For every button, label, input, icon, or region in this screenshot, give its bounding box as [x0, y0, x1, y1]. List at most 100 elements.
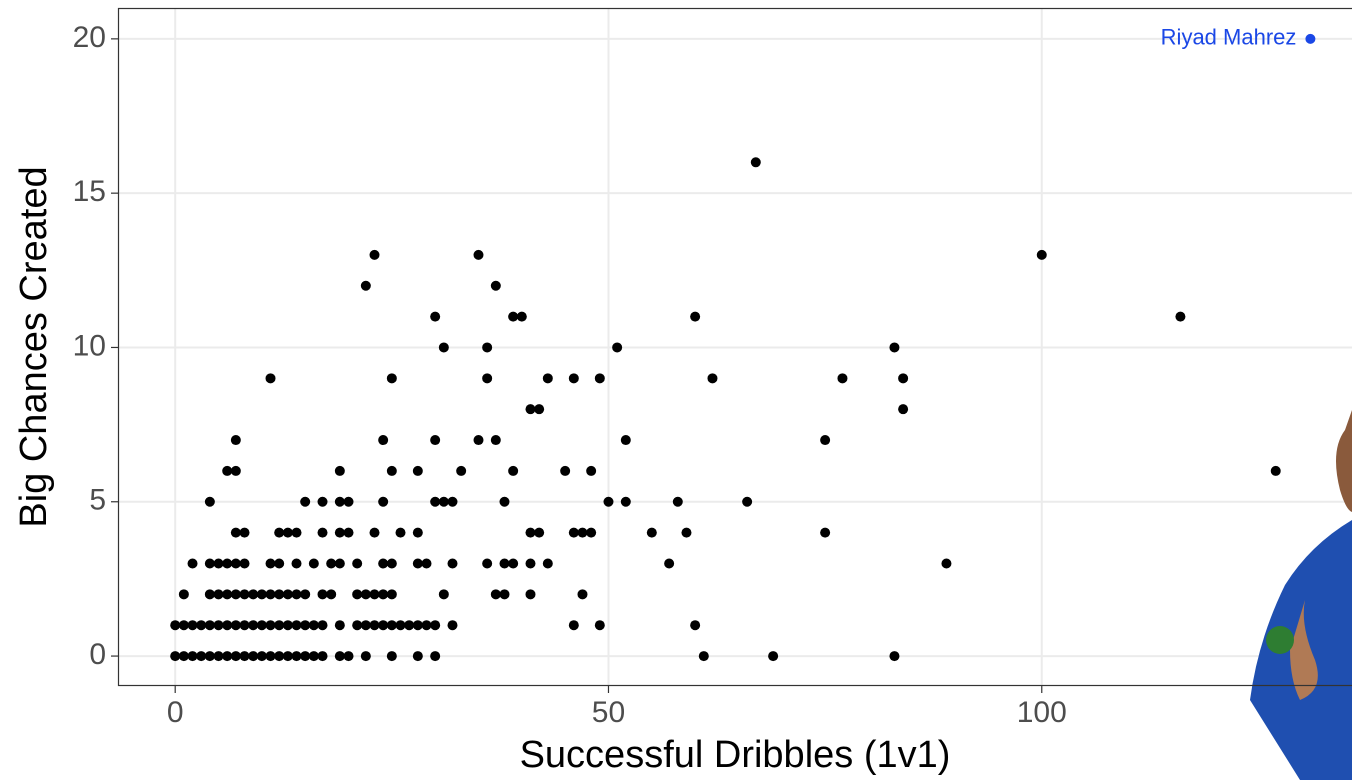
point: [473, 435, 484, 446]
point: [230, 651, 241, 662]
point: [334, 620, 345, 631]
point: [196, 620, 207, 631]
point: [317, 589, 328, 600]
point: [568, 527, 579, 538]
point: [213, 651, 224, 662]
point: [334, 651, 345, 662]
point: [204, 620, 215, 631]
point: [508, 465, 519, 476]
point: [525, 589, 536, 600]
point: [265, 558, 276, 569]
point: [326, 589, 337, 600]
point: [291, 651, 302, 662]
point: [213, 620, 224, 631]
point: [430, 496, 441, 507]
point: [360, 589, 371, 600]
point: [1036, 249, 1047, 260]
point: [750, 157, 761, 168]
point: [430, 620, 441, 631]
point: [230, 465, 241, 476]
point: [586, 465, 597, 476]
point: [490, 280, 501, 291]
point: [421, 558, 432, 569]
point: [707, 373, 718, 384]
point: [820, 435, 831, 446]
point: [274, 620, 285, 631]
y-axis-title: Big Chances Created: [13, 166, 55, 527]
y-tick-label: 15: [73, 175, 106, 208]
point: [291, 589, 302, 600]
point: [586, 527, 597, 538]
point: [274, 589, 285, 600]
point: [282, 620, 293, 631]
x-tick-label: 50: [592, 696, 625, 729]
point: [482, 342, 493, 353]
point: [300, 589, 311, 600]
point: [222, 589, 233, 600]
point: [941, 558, 952, 569]
point: [378, 435, 389, 446]
point: [516, 311, 527, 322]
point: [230, 620, 241, 631]
point: [334, 465, 345, 476]
point: [369, 620, 380, 631]
point: [334, 496, 345, 507]
point: [230, 435, 241, 446]
point: [525, 527, 536, 538]
point: [421, 620, 432, 631]
point: [317, 651, 328, 662]
point: [837, 373, 848, 384]
point: [508, 311, 519, 322]
point: [308, 558, 319, 569]
point: [430, 311, 441, 322]
point: [395, 527, 406, 538]
point: [499, 496, 510, 507]
point: [820, 527, 831, 538]
point: [343, 496, 354, 507]
point: [369, 249, 380, 260]
point: [230, 558, 241, 569]
panel-border: [117, 7, 1352, 687]
point: [681, 527, 692, 538]
point: [612, 342, 623, 353]
point: [300, 651, 311, 662]
point: [248, 620, 259, 631]
point: [265, 620, 276, 631]
point: [412, 465, 423, 476]
point: [898, 404, 909, 415]
point: [378, 589, 389, 600]
point: [499, 589, 510, 600]
point: [386, 558, 397, 569]
point: [508, 558, 519, 569]
point: [482, 558, 493, 569]
point: [577, 589, 588, 600]
point: [525, 558, 536, 569]
x-tick-label: 100: [1017, 696, 1067, 729]
point: [378, 496, 389, 507]
point: [404, 620, 415, 631]
point: [490, 589, 501, 600]
point: [447, 558, 458, 569]
point: [560, 465, 571, 476]
point: [412, 651, 423, 662]
point: [178, 651, 189, 662]
point: [265, 589, 276, 600]
point: [204, 651, 215, 662]
point: [230, 589, 241, 600]
point: [265, 651, 276, 662]
point: [352, 558, 363, 569]
point: [239, 620, 250, 631]
point: [239, 651, 250, 662]
y-tick-label: 20: [73, 21, 106, 54]
y-tick-label: 0: [89, 638, 106, 671]
point: [525, 404, 536, 415]
point: [690, 311, 701, 322]
point: [386, 589, 397, 600]
point: [222, 651, 233, 662]
point: [291, 527, 302, 538]
points: [170, 33, 1316, 662]
point: [499, 558, 510, 569]
point: [239, 589, 250, 600]
point: [248, 651, 259, 662]
point: [672, 496, 683, 507]
